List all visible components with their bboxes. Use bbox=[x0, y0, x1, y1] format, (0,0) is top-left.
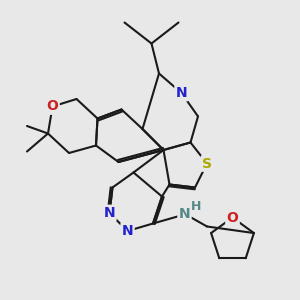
Text: O: O bbox=[226, 211, 238, 224]
Text: N: N bbox=[179, 208, 190, 221]
Text: H: H bbox=[191, 200, 202, 214]
Text: N: N bbox=[176, 86, 187, 100]
Text: N: N bbox=[122, 224, 133, 238]
Text: S: S bbox=[202, 157, 212, 170]
Text: O: O bbox=[46, 100, 58, 113]
Text: N: N bbox=[104, 206, 115, 220]
